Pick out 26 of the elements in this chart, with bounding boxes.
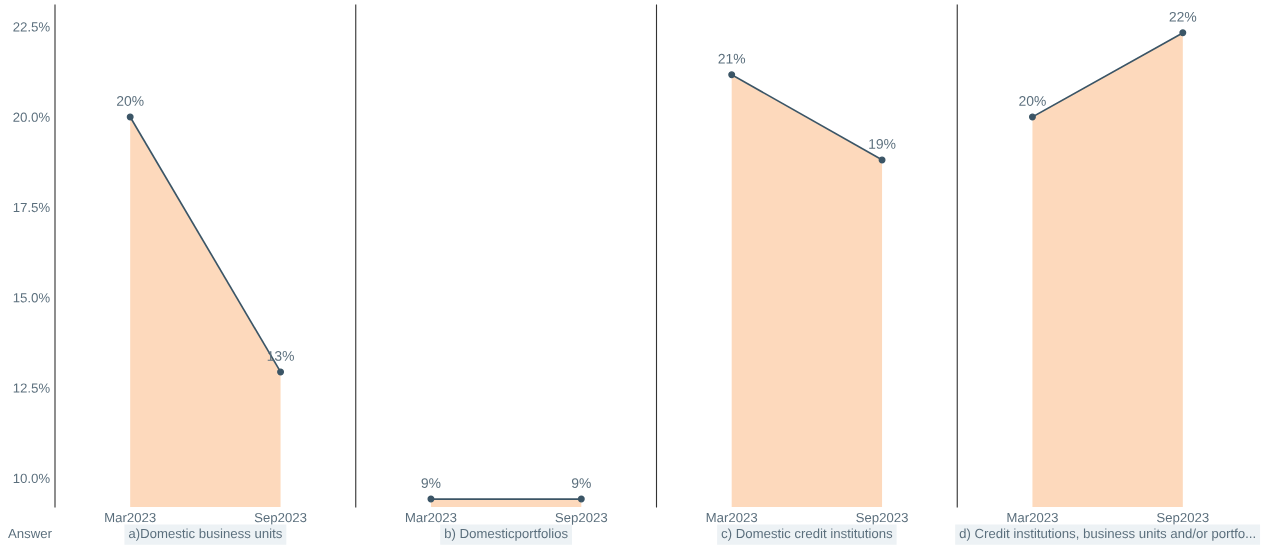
y-tick-label: 12.5% [13,383,50,393]
x-tick-label: Mar2023 [706,512,758,523]
data-label: 19% [869,139,896,149]
text: d) Credit institutions, business units and/or portfo... [959,528,1255,541]
y-tick-label: 10.0% [13,473,50,484]
text: Answer [8,528,52,539]
data-label: 9% [571,478,591,488]
y-tick-label: 20.0% [13,112,50,122]
text: b) Domesticportfolios [445,528,568,541]
data-label: 21% [718,53,746,64]
text: c) Domestic credit institutions [721,528,893,541]
data-label: 20% [1019,96,1046,106]
data-label: 9% [421,478,441,488]
x-tick-label: Sep2023 [254,512,307,525]
data-label: 22% [1169,11,1197,22]
text: a)Domestic business units [128,528,282,541]
data-label: 20% [116,96,144,106]
y-tick-label: 17.5% [13,202,50,213]
x-tick-label: Mar2023 [405,512,457,523]
x-tick-label: Mar2023 [1007,512,1058,523]
x-tick-label: Mar2023 [105,512,156,523]
x-tick-label: Sep2023 [555,512,608,525]
y-tick-label: 15.0% [13,293,50,303]
x-tick-label: Sep2023 [1157,512,1209,525]
y-tick-label: 22.5% [13,22,50,32]
x-tick-label: Sep2023 [856,512,908,525]
